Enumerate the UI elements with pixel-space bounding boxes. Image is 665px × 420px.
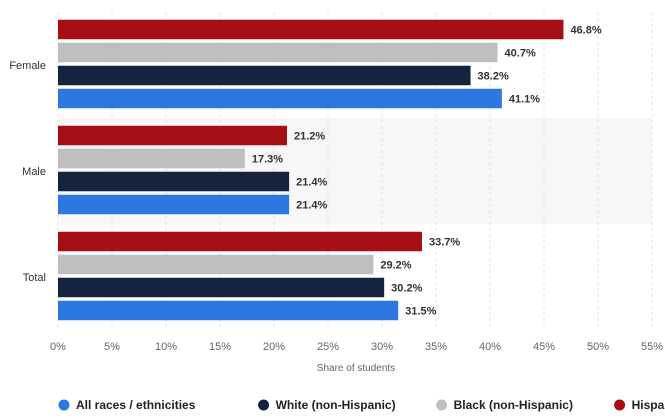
legend-item-black-non-hispanic[interactable]: Black (non-Hispanic): [436, 398, 573, 412]
data-label: 21.4%: [296, 200, 327, 212]
legend-marker: [58, 399, 70, 411]
legend-marker: [614, 399, 626, 411]
data-label: 29.2%: [380, 260, 411, 272]
data-label: 17.3%: [252, 154, 283, 166]
x-tick-label: 20%: [263, 341, 285, 353]
x-tick-label: 5%: [104, 341, 120, 353]
bar-total-white-non-hispanic[interactable]: [58, 277, 385, 298]
legend-item-all-races-ethnicities[interactable]: All races / ethnicities: [58, 398, 196, 412]
data-label: 21.4%: [296, 177, 327, 189]
legend-item-white-non-hispanic[interactable]: White (non-Hispanic): [258, 398, 396, 412]
category-label-female: Female: [9, 60, 46, 72]
legend-label: All races / ethnicities: [76, 398, 196, 412]
x-tick-label: 15%: [209, 341, 231, 353]
data-label: 40.7%: [505, 48, 536, 60]
bar-total-hispanic[interactable]: [58, 231, 422, 252]
data-label: 31.5%: [405, 306, 436, 318]
x-axis-ticks: 0% 5% 10% 15% 20% 25% 30% 35% 40% 45% 50% 55%: [50, 341, 663, 353]
bar-female-all-races-ethnicities[interactable]: [58, 88, 502, 109]
bar-male-black-non-hispanic[interactable]: [58, 148, 245, 169]
legend-marker: [436, 399, 448, 411]
data-label: 41.1%: [509, 94, 540, 106]
gridlines: [57, 12, 653, 330]
category-labels: Female Male Total: [9, 60, 46, 284]
data-label: 46.8%: [570, 25, 601, 37]
data-label: 30.2%: [391, 283, 422, 295]
bar-total-all-races-ethnicities[interactable]: [58, 300, 399, 321]
legend-label: Black (non-Hispanic): [454, 398, 573, 412]
legend-label: White (non-Hispanic): [276, 398, 396, 412]
data-label: 38.2%: [478, 71, 509, 83]
bar-total-black-non-hispanic[interactable]: [58, 254, 374, 275]
x-tick-label: 50%: [587, 341, 609, 353]
x-tick-label: 30%: [371, 341, 393, 353]
x-tick-label: 25%: [317, 341, 339, 353]
x-tick-label: 40%: [479, 341, 501, 353]
bar-male-hispanic[interactable]: [58, 125, 287, 146]
legend-marker: [258, 399, 270, 411]
x-tick-label: 55%: [641, 341, 663, 353]
x-axis-title: Share of students: [317, 363, 395, 374]
x-tick-label: 0%: [50, 341, 66, 353]
x-tick-label: 10%: [155, 341, 177, 353]
category-label-total: Total: [23, 272, 46, 284]
legend-label: Hispanic: [632, 398, 665, 412]
data-label: 21.2%: [294, 131, 325, 143]
legend-item-hispanic[interactable]: Hispanic: [614, 398, 665, 412]
bar-female-white-non-hispanic[interactable]: [58, 65, 471, 86]
bar-male-white-non-hispanic[interactable]: [58, 171, 290, 192]
category-label-male: Male: [22, 166, 46, 178]
x-tick-label: 35%: [425, 341, 447, 353]
bar-female-hispanic[interactable]: [58, 19, 564, 40]
bars: [58, 19, 564, 321]
bar-female-black-non-hispanic[interactable]: [58, 42, 498, 63]
bar-male-all-races-ethnicities[interactable]: [58, 194, 290, 215]
x-tick-label: 45%: [533, 341, 555, 353]
data-labels: 46.8% 40.7% 38.2%41.1% 21.2% 17.3% 21.4% 21.4%…: [252, 25, 602, 318]
legend: All races / ethnicities White (non-Hispan…: [58, 398, 665, 412]
data-label: 33.7%: [429, 237, 460, 249]
